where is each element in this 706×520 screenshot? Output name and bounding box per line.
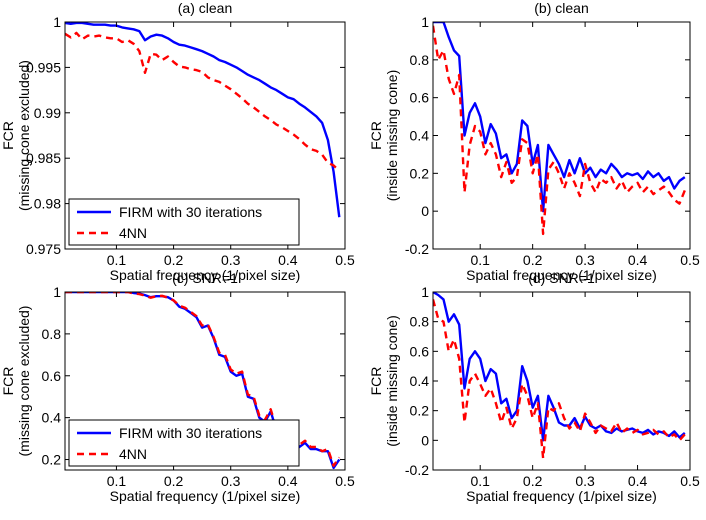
y-tick-label: 0.4 [410, 373, 430, 389]
x-tick-label: 0.4 [278, 473, 298, 489]
y-axis-label: FCR [368, 367, 384, 396]
y-axis-label: FCR [368, 121, 384, 150]
x-tick-label: 0.2 [523, 252, 543, 268]
legend-label: 4NN [119, 446, 147, 462]
x-axis-label: Spatial frequency (1/pixel size) [110, 488, 301, 504]
y-tick-label: 0.975 [26, 241, 61, 257]
axes-frame [432, 291, 691, 471]
chart-title: (c) SNR=1 [172, 270, 238, 286]
chart-title: (d) SNR=1 [528, 270, 595, 286]
series-line-firm [433, 22, 686, 213]
y-tick-label: 0.8 [410, 314, 430, 330]
legend-label: FIRM with 30 iterations [119, 425, 262, 441]
legend-box [68, 419, 300, 467]
x-tick-label: 0.5 [680, 473, 700, 489]
legend-label: 4NN [119, 225, 147, 241]
chart-panel-2: 0.1 0.2 0.3 0.4 0.50.20.40.60.81(c) SNR=1Spa… [0, 270, 355, 504]
y-tick-label: 1 [421, 284, 429, 300]
y-tick-label: -0.2 [405, 462, 429, 478]
x-tick-label: 0.2 [164, 473, 184, 489]
x-tick-label: 0.3 [221, 252, 241, 268]
legend-box [68, 198, 300, 246]
axes-frame [64, 291, 346, 471]
y-tick-label: 0.99 [34, 105, 61, 121]
axes-frame [64, 21, 346, 250]
x-tick-label: 0.4 [278, 252, 298, 268]
y-axis-sublabel: (missing cone excluded) [16, 306, 32, 457]
y-axis-label: FCR [0, 121, 16, 150]
y-tick-label: 1 [421, 14, 429, 30]
legend-label: FIRM with 30 iterations [119, 204, 262, 220]
legend: FIRM with 30 iterations 4NN [68, 198, 300, 246]
x-axis-label: Spatial frequency (1/pixel size) [466, 267, 657, 283]
y-tick-label: 0.6 [410, 90, 430, 106]
y-axis-sublabel: (inside missing cone) [384, 315, 400, 447]
legend: FIRM with 30 iterations 4NN [68, 419, 300, 467]
series-line-4nn [65, 31, 341, 172]
x-tick-label: 0.2 [523, 473, 543, 489]
y-tick-label: 1 [53, 284, 61, 300]
y-tick-label: 0.8 [42, 326, 62, 342]
x-tick-label: 0.1 [107, 252, 127, 268]
x-tick-label: 0.3 [575, 473, 595, 489]
series-line-4nn [433, 299, 686, 460]
y-tick-label: 0.98 [34, 196, 61, 212]
x-tick-label: 0.4 [628, 252, 648, 268]
plot-area [433, 292, 686, 460]
y-tick-label: 0.4 [42, 410, 62, 426]
chart-panel-0: 0.1 0.2 0.3 0.4 0.5 0.975 0.98 0.985 0.99 0.995 1 (… [0, 0, 355, 283]
y-tick-label: 0.6 [42, 368, 62, 384]
chart-panel-1: 0.1 0.2 0.3 0.4 0.5 -0.2 0 0.2 0.4 0.6 0.8 1 (b) cle… [368, 0, 700, 283]
x-tick-label: 0.3 [221, 473, 241, 489]
y-tick-label: 0 [421, 203, 429, 219]
y-tick-label: 0.6 [410, 343, 430, 359]
x-tick-label: 0.3 [575, 252, 595, 268]
chart-panel-3: 0.1 0.2 0.3 0.4 0.5 -0.2 0 0.2 0.4 0.6 0.8 1 (d) SNR… [368, 270, 700, 504]
x-axis-label: Spatial frequency (1/pixel size) [110, 267, 301, 283]
y-tick-label: 0.985 [26, 150, 61, 166]
y-axis-sublabel: (inside missing cone) [384, 70, 400, 202]
x-tick-label: 0.1 [107, 473, 127, 489]
x-tick-label: 0.4 [628, 473, 648, 489]
y-tick-label: 0.8 [410, 52, 430, 68]
x-tick-label: 0.5 [335, 473, 355, 489]
y-axis-sublabel: (missing cone excluded) [16, 60, 32, 211]
y-tick-label: 0.2 [42, 452, 62, 468]
x-tick-label: 0.5 [335, 252, 355, 268]
y-tick-label: 0.2 [410, 403, 430, 419]
y-axis-label: FCR [0, 367, 16, 396]
chart-title: (b) clean [534, 0, 588, 16]
chart-title: (a) clean [178, 0, 232, 16]
x-tick-label: 0.1 [470, 252, 490, 268]
plot-area [433, 22, 686, 236]
y-tick-label: 0.4 [410, 128, 430, 144]
series-line-firm [433, 292, 686, 442]
y-tick-label: 1 [53, 14, 61, 30]
series-line-4nn [433, 25, 686, 236]
series-line-firm [65, 22, 341, 218]
y-tick-label: 0.2 [410, 165, 430, 181]
axes-frame [432, 21, 691, 250]
y-tick-label: 0 [421, 432, 429, 448]
plot-area [65, 22, 341, 218]
x-tick-label: 0.5 [680, 252, 700, 268]
y-tick-label: -0.2 [405, 241, 429, 257]
x-tick-label: 0.1 [470, 473, 490, 489]
y-tick-label: 0.995 [26, 59, 61, 75]
x-tick-label: 0.2 [164, 252, 184, 268]
x-axis-label: Spatial frequency (1/pixel size) [466, 488, 657, 504]
